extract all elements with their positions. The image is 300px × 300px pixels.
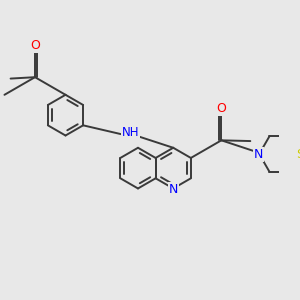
Text: S: S [296, 148, 300, 160]
Text: O: O [216, 103, 226, 116]
Text: NH: NH [122, 126, 139, 139]
Text: O: O [30, 39, 40, 52]
Text: N: N [254, 148, 263, 160]
Text: N: N [169, 183, 178, 196]
